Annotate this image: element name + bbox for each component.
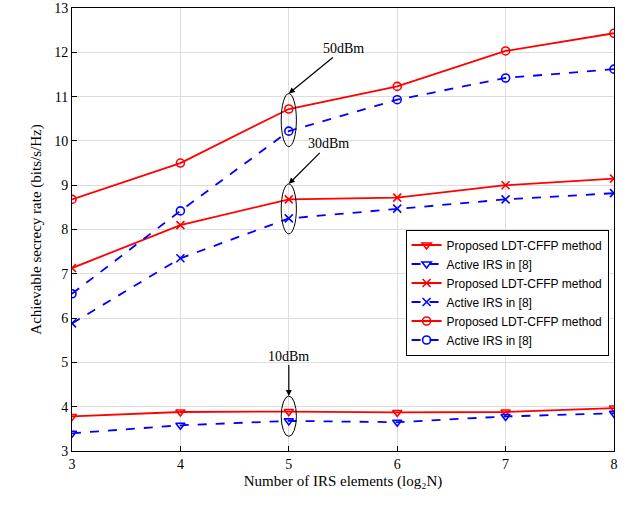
svg-text:12: 12 <box>54 45 68 60</box>
svg-text:6: 6 <box>61 311 68 326</box>
svg-text:Active IRS in [8]: Active IRS in [8] <box>447 334 532 348</box>
svg-text:6: 6 <box>394 457 401 472</box>
svg-text:5: 5 <box>285 457 292 472</box>
svg-text:5: 5 <box>61 355 68 370</box>
svg-text:Proposed LDT-CFFP method: Proposed LDT-CFFP method <box>447 315 602 329</box>
svg-text:4: 4 <box>61 400 68 415</box>
svg-text:Achievable secrecy rate (bits/: Achievable secrecy rate (bits/s/Hz) <box>28 124 45 334</box>
svg-text:7: 7 <box>502 457 509 472</box>
svg-text:Proposed LDT-CFFP method: Proposed LDT-CFFP method <box>447 239 602 253</box>
svg-text:3: 3 <box>69 457 76 472</box>
svg-text:30dBm: 30dBm <box>308 136 349 151</box>
svg-text:10dBm: 10dBm <box>268 349 309 364</box>
svg-text:7: 7 <box>61 267 68 282</box>
svg-text:8: 8 <box>611 457 618 472</box>
svg-text:Active IRS in [8]: Active IRS in [8] <box>447 258 532 272</box>
svg-text:Number of IRS elements (log₂N): Number of IRS elements (log₂N) <box>244 473 443 490</box>
svg-text:3: 3 <box>61 444 68 459</box>
svg-text:Active IRS in [8]: Active IRS in [8] <box>447 296 532 310</box>
svg-text:Proposed LDT-CFFP method: Proposed LDT-CFFP method <box>447 277 602 291</box>
svg-text:50dBm: 50dBm <box>323 41 364 56</box>
svg-text:11: 11 <box>55 90 68 105</box>
svg-text:10: 10 <box>54 134 68 149</box>
svg-text:8: 8 <box>61 222 68 237</box>
svg-text:13: 13 <box>54 1 68 16</box>
svg-text:4: 4 <box>177 457 184 472</box>
svg-text:9: 9 <box>61 178 68 193</box>
